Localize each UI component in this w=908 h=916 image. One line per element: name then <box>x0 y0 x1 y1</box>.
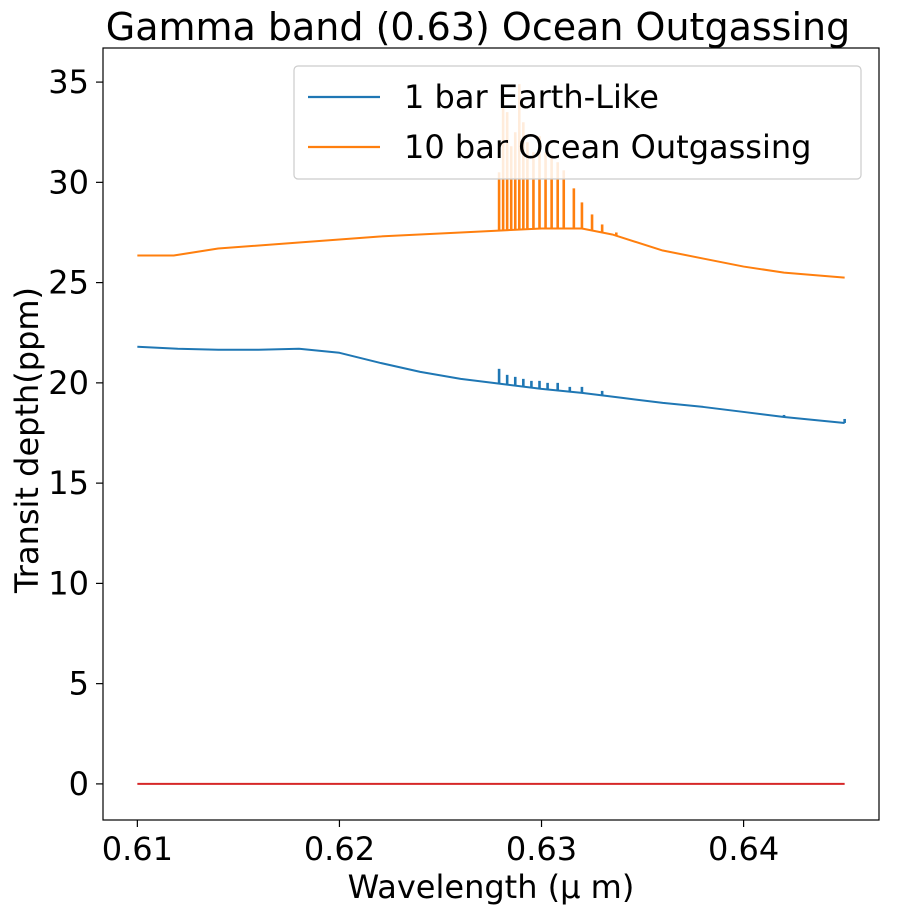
y-tick-label: 20 <box>48 364 89 402</box>
series-line-0 <box>137 345 845 424</box>
legend: 1 bar Earth-Like 10 bar Ocean Outgassing <box>293 65 862 180</box>
series-line-1 <box>137 227 845 279</box>
x-tick-label: 0.61 <box>102 830 173 868</box>
x-axis-ticks: 0.61 0.62 0.63 0.64 <box>102 820 779 868</box>
y-axis-ticks: 0 5 10 15 20 25 30 35 <box>48 63 103 803</box>
x-tick-label: 0.62 <box>304 830 375 868</box>
legend-label-1: 10 bar Ocean Outgassing <box>404 128 811 166</box>
legend-box <box>293 65 862 180</box>
y-tick-label: 30 <box>48 163 89 201</box>
y-tick-label: 35 <box>48 63 89 101</box>
x-tick-label: 0.64 <box>708 830 779 868</box>
legend-label-0: 1 bar Earth-Like <box>404 78 659 116</box>
x-axis-label: Wavelength (μ m) <box>348 868 635 906</box>
chart-title: Gamma band (0.63) Ocean Outgassing <box>106 5 850 49</box>
x-tick-label: 0.63 <box>506 830 577 868</box>
y-tick-label: 0 <box>69 765 89 803</box>
y-tick-label: 10 <box>48 564 89 602</box>
legend-entries: 1 bar Earth-Like 10 bar Ocean Outgassing <box>308 78 811 166</box>
y-tick-label: 25 <box>48 264 89 302</box>
y-tick-label: 15 <box>48 464 89 502</box>
y-tick-label: 5 <box>69 665 89 703</box>
y-axis-label: Transit depth(ppm) <box>8 287 46 594</box>
